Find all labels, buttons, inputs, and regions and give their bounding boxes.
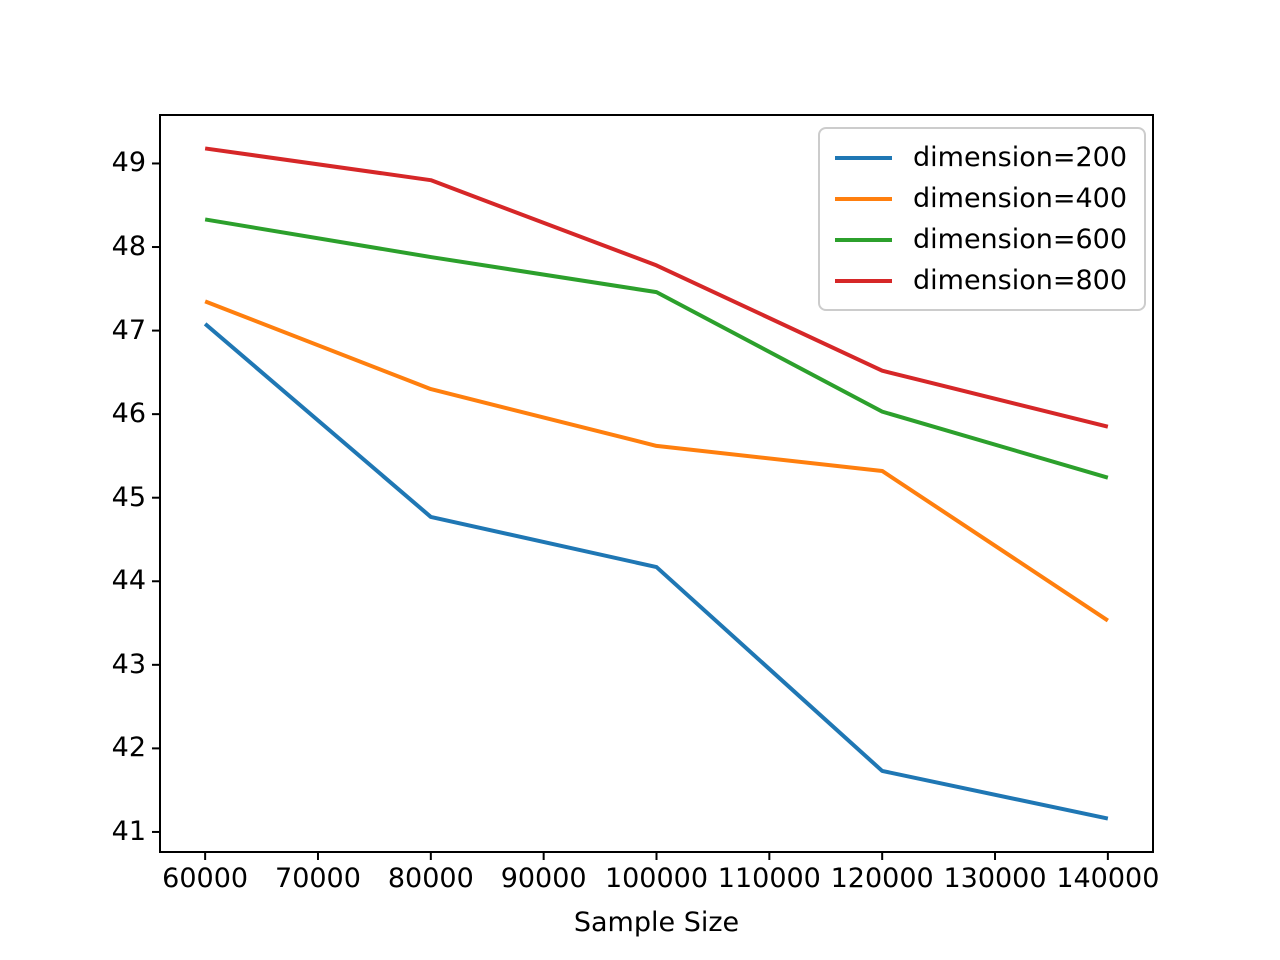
legend: dimension=200 dimension=400 dimension=60…: [818, 127, 1146, 311]
y-tick-label: 41: [111, 815, 146, 847]
legend-line-swatch-dimension-800: [835, 278, 892, 283]
y-tick-label: 47: [111, 314, 146, 346]
legend-line-swatch-dimension-400: [835, 196, 892, 201]
legend-item: dimension=800: [820, 260, 1144, 301]
x-axis-title: Sample Size: [573, 907, 740, 938]
legend-item: dimension=400: [820, 178, 1144, 219]
x-tick-label: 110000: [717, 863, 821, 894]
legend-line-swatch-dimension-600: [835, 237, 892, 242]
x-tick-label: 120000: [830, 863, 934, 894]
legend-label: dimension=400: [913, 182, 1128, 214]
y-tick-label: 44: [111, 565, 146, 597]
legend-item: dimension=600: [820, 219, 1144, 260]
series-line-dimension=200: [203, 322, 1109, 821]
legend-line-swatch-dimension-200: [835, 155, 892, 160]
series-line-dimension=400: [204, 299, 1109, 623]
series-line-dimension=600: [204, 217, 1109, 480]
legend-label: dimension=200: [913, 141, 1128, 173]
y-tick-label: 43: [111, 648, 146, 680]
y-tick-label: 45: [111, 481, 146, 513]
legend-label: dimension=800: [913, 264, 1128, 296]
x-tick-label: 80000: [387, 863, 474, 894]
x-tick-label: 100000: [604, 863, 709, 894]
x-tick-label: 130000: [943, 863, 1047, 894]
legend-item: dimension=200: [820, 137, 1144, 178]
x-tick-label: 60000: [162, 863, 249, 894]
y-tick-label: 49: [111, 147, 146, 179]
x-tick-label: 140000: [1056, 863, 1160, 894]
x-tick-label: 70000: [275, 863, 361, 894]
y-tick-label: 46: [111, 398, 146, 430]
y-tick-label: 48: [111, 231, 146, 263]
x-tick-label: 90000: [500, 863, 587, 894]
series-line-dimension=800: [204, 146, 1109, 429]
legend-label: dimension=600: [913, 223, 1128, 255]
y-tick-label: 42: [111, 732, 146, 764]
